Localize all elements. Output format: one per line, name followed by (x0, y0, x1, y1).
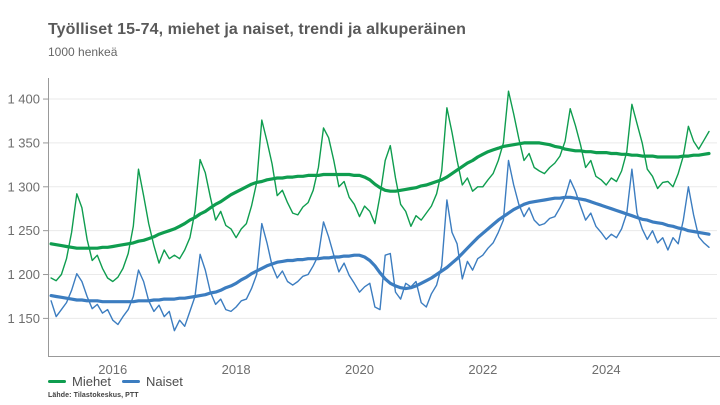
y-tick-label-1200: 1 200 (7, 267, 40, 282)
legend-label-naiset: Naiset (146, 374, 183, 389)
x-tick-label-2024: 2024 (592, 362, 621, 377)
chart-title: Työlliset 15-74, miehet ja naiset, trend… (48, 21, 466, 38)
miehet-line-swatch-icon (48, 380, 66, 383)
chart-subtitle: 1000 henkeä (48, 45, 118, 59)
series-line-naiset-trendi (49, 195, 711, 304)
y-tick-label-1250: 1 250 (7, 223, 40, 238)
y-tick-label-1350: 1 350 (7, 135, 40, 150)
series-line-naiset-alkuper-inen (50, 159, 710, 332)
y-tick-label-1300: 1 300 (7, 179, 40, 194)
legend-item-miehet: Miehet (48, 374, 111, 389)
x-tick-label-2022: 2022 (468, 362, 497, 377)
y-tick-label-1400: 1 400 (7, 92, 40, 107)
x-tick-label-2016: 2016 (98, 362, 127, 377)
x-tick-label-2018: 2018 (222, 362, 251, 377)
naiset-line-swatch-icon (122, 380, 141, 383)
y-tick-label-1150: 1 150 (7, 311, 40, 326)
series-line-miehet-alkuper-inen (50, 90, 710, 283)
series-line-miehet-trendi (49, 141, 711, 250)
legend-label-miehet: Miehet (72, 374, 112, 389)
legend-item-naiset: Naiset (122, 374, 183, 389)
x-tick-label-2020: 2020 (345, 362, 374, 377)
source-note: Lähde: Tilastokeskus, PTT (48, 392, 139, 399)
chart-legend: Miehet Naiset (48, 374, 183, 389)
